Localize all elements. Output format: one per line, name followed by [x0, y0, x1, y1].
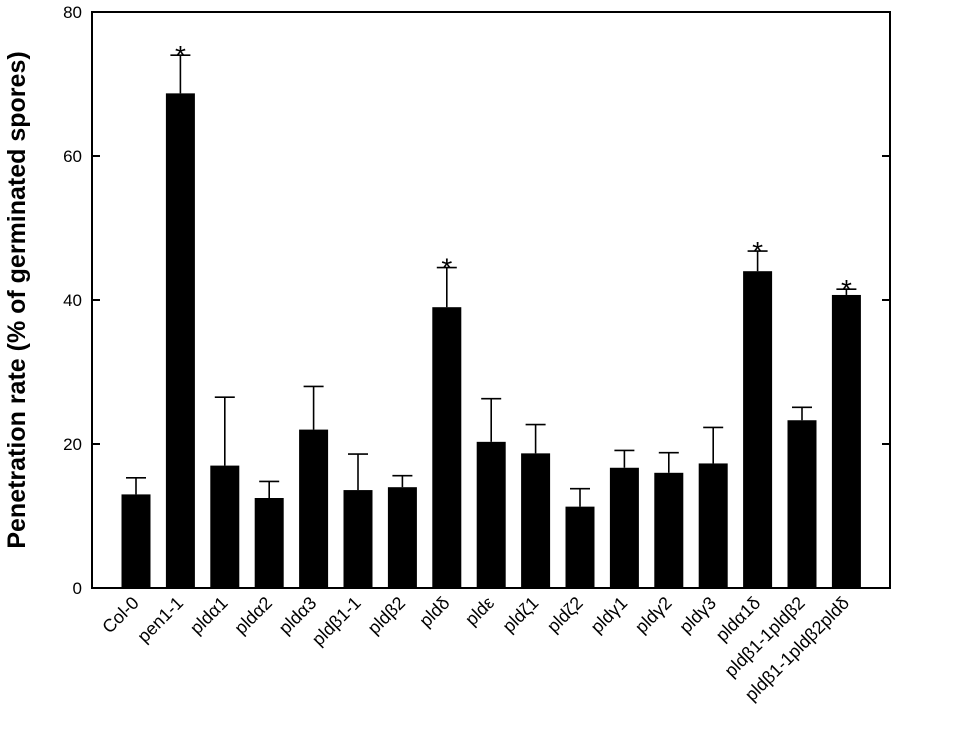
y-tick-label: 60 [63, 147, 82, 166]
bar [698, 463, 728, 588]
bar [121, 494, 151, 588]
x-category-label: pldζ2 [543, 593, 587, 637]
x-category-label: pldγ1 [587, 593, 632, 638]
significance-markers-group: * * * * [175, 40, 852, 305]
bar [654, 472, 684, 588]
x-category-label: pen1-1 [133, 593, 187, 647]
bar [432, 307, 462, 588]
bar [165, 93, 195, 589]
bar [387, 487, 417, 588]
x-category-label: pldα2 [230, 593, 276, 639]
x-category-label: pldζ1 [499, 593, 543, 637]
x-category-label: pldγ2 [631, 593, 676, 638]
x-category-label: pldβ1-1 [308, 593, 365, 650]
bar [743, 271, 773, 588]
significance-star: * [175, 40, 186, 71]
bar [343, 490, 373, 588]
significance-star: * [752, 236, 763, 267]
bar [254, 498, 284, 588]
bar [609, 467, 639, 588]
bar [565, 506, 595, 588]
bars-group [121, 93, 861, 589]
bar [787, 420, 817, 588]
bar [476, 441, 506, 588]
y-tick-label: 0 [73, 579, 82, 598]
x-category-label: pldδ [415, 593, 453, 631]
y-tick-label: 20 [63, 435, 82, 454]
y-axis-title: Penetration rate (% of germinated spores… [3, 51, 31, 548]
x-category-label: pldε [461, 593, 498, 630]
y-tick-label: 40 [63, 291, 82, 310]
y-axis-ticks: 0 20 40 60 80 [63, 3, 890, 598]
significance-star: * [841, 274, 852, 305]
bar [831, 294, 861, 588]
significance-star: * [441, 253, 452, 284]
bar [210, 465, 240, 588]
error-bars-group [126, 54, 857, 507]
x-category-label: pldα1 [186, 593, 232, 639]
bar [299, 429, 329, 588]
y-tick-label: 80 [63, 3, 82, 22]
x-category-label: pldβ2 [364, 593, 410, 639]
bar [521, 453, 551, 588]
